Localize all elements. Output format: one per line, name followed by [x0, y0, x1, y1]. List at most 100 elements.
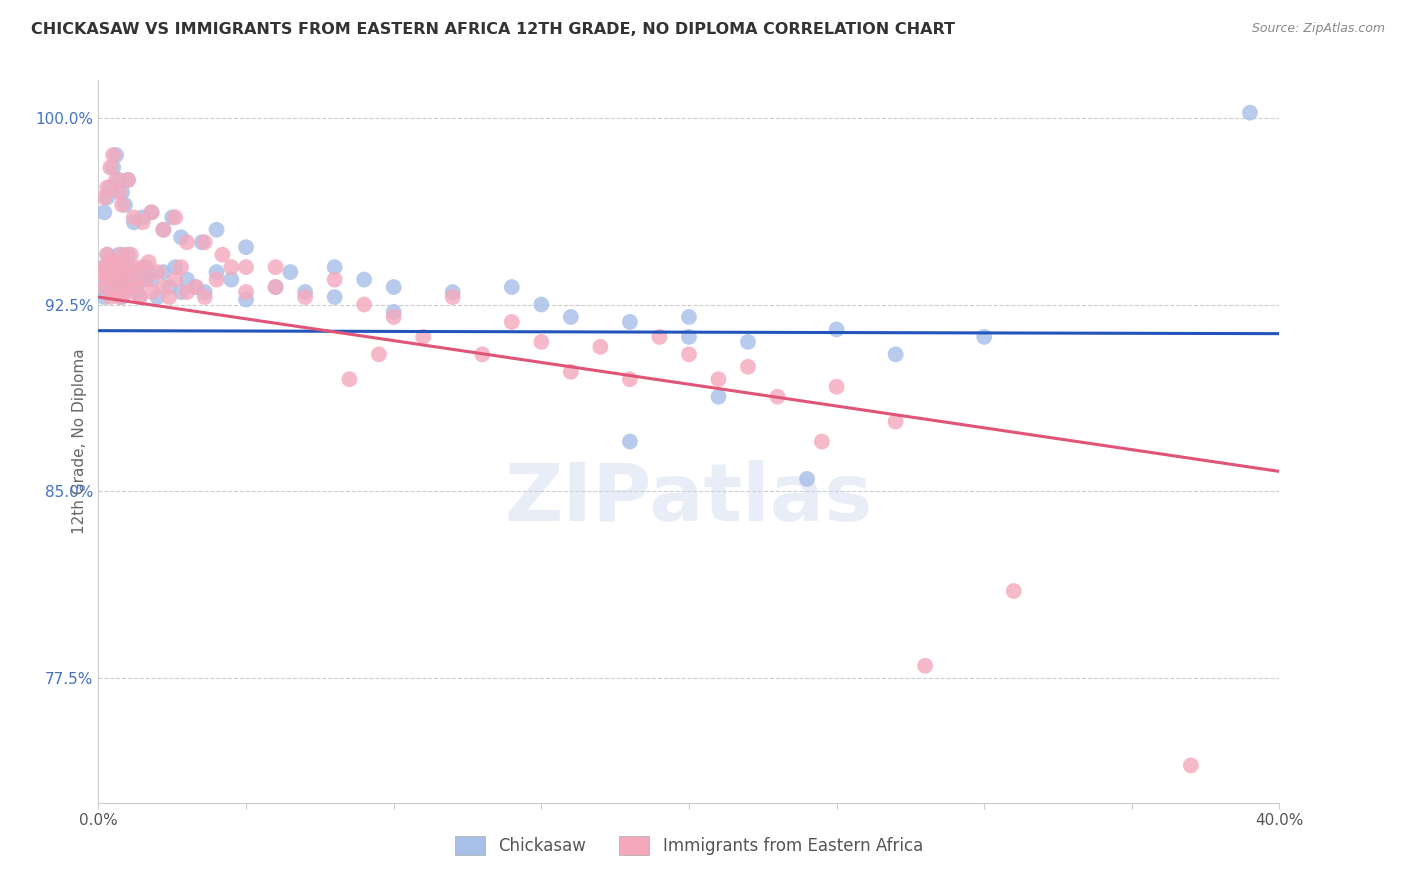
Point: [194, 290, 217, 304]
Point: [105, 260, 128, 274]
Point: [678, 330, 700, 344]
Point: [162, 211, 183, 225]
Point: [264, 280, 287, 294]
Point: [93, 260, 115, 274]
Point: [294, 285, 316, 299]
Point: [141, 272, 163, 286]
Point: [264, 280, 287, 294]
Point: [170, 285, 193, 299]
Point: [96, 270, 118, 285]
Text: CHICKASAW VS IMMIGRANTS FROM EASTERN AFRICA 12TH GRADE, NO DIPLOMA CORRELATION C: CHICKASAW VS IMMIGRANTS FROM EASTERN AFR…: [31, 22, 955, 37]
Point: [323, 272, 346, 286]
Point: [707, 372, 730, 386]
Point: [103, 260, 125, 274]
Point: [152, 265, 174, 279]
Point: [619, 372, 641, 386]
Point: [165, 272, 187, 286]
Point: [382, 310, 405, 324]
Point: [141, 205, 163, 219]
Point: [648, 330, 671, 344]
Point: [122, 211, 145, 225]
Text: ZIPatlas: ZIPatlas: [505, 460, 873, 539]
Point: [132, 211, 155, 225]
Point: [120, 272, 142, 286]
Point: [132, 260, 155, 274]
Point: [125, 280, 148, 294]
Point: [98, 161, 121, 175]
Point: [117, 265, 139, 279]
Point: [141, 205, 163, 219]
Point: [191, 235, 214, 250]
Point: [235, 240, 257, 254]
Point: [205, 223, 228, 237]
Point: [560, 365, 582, 379]
Point: [122, 260, 145, 274]
Point: [103, 148, 125, 162]
Point: [103, 285, 125, 299]
Point: [132, 272, 155, 286]
Point: [825, 380, 848, 394]
Point: [122, 215, 145, 229]
Point: [353, 297, 375, 311]
Point: [678, 347, 700, 361]
Point: [105, 265, 128, 279]
Point: [235, 293, 257, 307]
Point: [471, 347, 494, 361]
Point: [368, 347, 391, 361]
Point: [125, 285, 148, 299]
Point: [194, 235, 217, 250]
Point: [141, 285, 163, 299]
Point: [122, 272, 145, 286]
Text: Source: ZipAtlas.com: Source: ZipAtlas.com: [1251, 22, 1385, 36]
Point: [108, 186, 131, 200]
Point: [737, 334, 759, 349]
Point: [165, 260, 187, 274]
Point: [884, 347, 907, 361]
Point: [264, 260, 287, 274]
Point: [135, 260, 157, 274]
Point: [766, 390, 789, 404]
Point: [111, 186, 134, 200]
Point: [825, 322, 848, 336]
Point: [184, 280, 207, 294]
Point: [93, 190, 115, 204]
Y-axis label: 12th Grade, No Diploma: 12th Grade, No Diploma: [72, 349, 87, 534]
Point: [98, 180, 121, 194]
Point: [152, 223, 174, 237]
Point: [96, 248, 118, 262]
Point: [146, 265, 169, 279]
Point: [96, 180, 118, 194]
Point: [810, 434, 832, 449]
Point: [114, 277, 136, 292]
Point: [93, 260, 115, 274]
Point: [194, 285, 217, 299]
Point: [117, 285, 139, 299]
Point: [98, 272, 121, 286]
Point: [122, 280, 145, 294]
Point: [170, 260, 193, 274]
Point: [530, 334, 553, 349]
Point: [205, 265, 228, 279]
Point: [103, 272, 125, 286]
Point: [501, 315, 523, 329]
Point: [108, 173, 131, 187]
Point: [111, 198, 134, 212]
Point: [973, 330, 995, 344]
Point: [111, 268, 134, 282]
Point: [707, 390, 730, 404]
Point: [108, 290, 131, 304]
Point: [184, 280, 207, 294]
Point: [98, 255, 121, 269]
Point: [323, 290, 346, 304]
Point: [152, 280, 174, 294]
Point: [98, 290, 121, 304]
Point: [105, 255, 128, 269]
Point: [221, 260, 243, 274]
Point: [138, 255, 160, 269]
Point: [108, 248, 131, 262]
Point: [111, 290, 134, 304]
Point: [501, 280, 523, 294]
Legend: Chickasaw, Immigrants from Eastern Africa: Chickasaw, Immigrants from Eastern Afric…: [447, 827, 931, 863]
Point: [93, 280, 115, 294]
Point: [678, 310, 700, 324]
